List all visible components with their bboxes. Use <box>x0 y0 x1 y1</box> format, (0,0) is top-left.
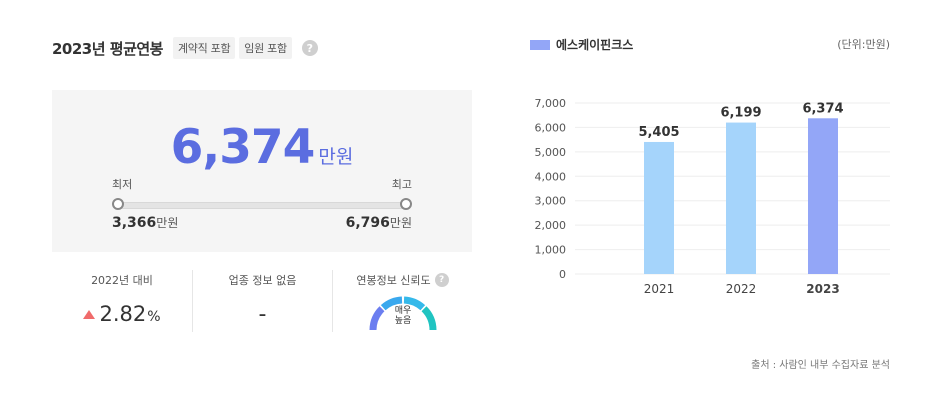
unit-note: (단위:만원) <box>837 38 890 51</box>
data-label: 5,405 <box>638 125 679 140</box>
reliability-help-icon[interactable]: ? <box>434 273 449 287</box>
max-salary-unit: 만원 <box>389 216 412 230</box>
data-source: 출처 : 사람인 내부 수집자료 분석 <box>751 360 890 371</box>
reliability-value-line1: 매우 <box>394 306 412 316</box>
salary-range-track <box>118 202 406 209</box>
legend-series-name: 에스케이핀크스 <box>556 38 634 52</box>
yoy-change-label: 2022년 대비 <box>91 274 153 287</box>
average-salary-unit: 만원 <box>318 146 354 168</box>
y-tick-label: 3,000 <box>535 195 567 208</box>
reliability-gauge: 매우 높음 <box>367 294 439 332</box>
min-salary: 3,366만원 <box>112 214 178 231</box>
help-icon[interactable]: ? <box>301 40 318 56</box>
x-tick-label: 2022 <box>726 282 757 296</box>
range-min-marker <box>112 198 124 210</box>
data-label: 6,199 <box>720 106 761 121</box>
reliability-header: 연봉정보 신뢰도 ? <box>333 272 472 288</box>
y-tick-label: 4,000 <box>535 170 567 183</box>
yoy-change-value: 2.82 <box>99 302 147 326</box>
salary-stats: 2022년 대비 2.82% 업종 정보 없음 - 연봉정보 신뢰도 ? 매우 … <box>52 270 472 332</box>
executive-included-tag: 임원 포함 <box>239 37 292 59</box>
reliability-label: 연봉정보 신뢰도 <box>356 274 431 287</box>
yoy-change-unit: % <box>147 309 161 325</box>
up-arrow-icon <box>83 309 96 319</box>
bar <box>726 122 756 274</box>
min-salary-value: 3,366 <box>112 215 157 231</box>
bar <box>644 141 674 274</box>
x-tick-label: 2021 <box>644 282 675 296</box>
salary-bar-chart: 0 1,000 2,000 3,000 4,000 5,000 6,000 7,000 5,40… <box>535 97 890 296</box>
contract-included-tag: 계약직 포함 <box>172 37 236 59</box>
data-label: 6,374 <box>802 101 843 116</box>
page-title: 2023년 평균연봉 <box>52 39 163 58</box>
legend-swatch <box>530 39 550 50</box>
range-max-marker <box>400 198 412 210</box>
salary-header: 2023년 평균연봉 계약직 포함 임원 포함 ? <box>52 36 318 60</box>
gauge-arc-icon <box>369 296 437 331</box>
average-salary-panel: 6,374 만원 최저 최고 3,366만원 6,796만원 <box>52 90 472 252</box>
industry-stat: 업종 정보 없음 - <box>192 270 332 332</box>
reliability-value-line2: 높음 <box>394 316 412 326</box>
yoy-change: 2.82% <box>52 302 192 326</box>
average-salary: 6,374 만원 <box>52 120 472 175</box>
y-tick-label: 6,000 <box>535 121 567 134</box>
min-salary-unit: 만원 <box>156 216 179 230</box>
y-tick-label: 0 <box>559 268 566 281</box>
chart-legend: 에스케이핀크스 <box>530 36 633 53</box>
industry-value: - <box>258 302 267 327</box>
max-label: 최고 <box>391 178 412 191</box>
y-tick-label: 5,000 <box>535 146 567 159</box>
industry-label: 업종 정보 없음 <box>228 274 297 287</box>
y-tick-label: 2,000 <box>535 219 567 232</box>
x-tick-label: 2023 <box>806 282 839 296</box>
max-salary-value: 6,796 <box>345 215 390 231</box>
y-tick-label: 7,000 <box>535 97 567 110</box>
y-tick-label: 1,000 <box>535 244 567 257</box>
max-salary: 6,796만원 <box>346 214 412 231</box>
min-label: 최저 <box>112 178 133 191</box>
bar <box>808 118 838 274</box>
reliability-value: 매우 높음 <box>367 306 439 326</box>
average-salary-value: 6,374 <box>170 120 316 175</box>
yoy-change-stat: 2022년 대비 2.82% <box>52 270 192 332</box>
reliability-stat: 연봉정보 신뢰도 ? 매우 높음 <box>332 270 472 332</box>
